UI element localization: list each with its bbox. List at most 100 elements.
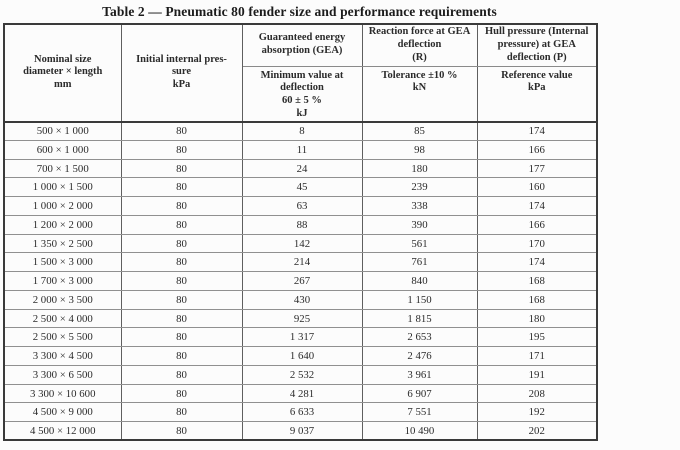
table-cell: 267 (241, 271, 363, 291)
table-cell: 8 (241, 121, 363, 141)
table-row: 1 000 × 2 000 80 63 338 174 (3, 196, 598, 216)
table-cell: 1 640 (241, 346, 363, 366)
table-cell: 1 000 × 1 500 (3, 177, 122, 198)
table-cell: 2 653 (361, 327, 478, 348)
table-cell: 840 (361, 271, 478, 291)
table-cell: 80 (120, 121, 243, 141)
table-cell: 80 (120, 327, 243, 348)
table-row: 1 200 × 2 000 80 88 390 166 (3, 214, 598, 235)
table-cell: 925 (241, 308, 363, 329)
header-hull-pressure: Hull pressure (Internal pressure) at GEA… (476, 23, 598, 67)
table-cell: 1 350 × 2 500 (3, 233, 122, 254)
table-cell: 160 (476, 177, 598, 198)
table-cell: 171 (476, 346, 598, 366)
table-cell: 45 (241, 177, 363, 198)
table-cell: 208 (476, 383, 598, 404)
table-row: 600 × 1 000 80 11 98 166 (3, 139, 598, 160)
table-cell: 142 (241, 233, 363, 254)
table-cell: 500 × 1 000 (3, 121, 122, 141)
table-row: 1 700 × 3 000 80 267 840 168 (3, 271, 598, 291)
table-row: 1 350 × 2 500 80 142 561 170 (3, 233, 598, 254)
table-row: 2 500 × 4 000 80 925 1 815 180 (3, 308, 598, 329)
table-row: 3 300 × 6 500 80 2 532 3 961 191 (3, 364, 598, 385)
table-cell: 98 (361, 139, 478, 160)
table-cell: 7 551 (361, 402, 478, 423)
table-cell: 80 (120, 177, 243, 198)
table-cell: 80 (120, 233, 243, 254)
table-row: 3 300 × 4 500 80 1 640 2 476 171 (3, 346, 598, 366)
table-cell: 3 961 (361, 364, 478, 385)
table-row: 1 000 × 1 500 80 45 239 160 (3, 177, 598, 198)
table-cell: 191 (476, 364, 598, 385)
table-cell: 168 (476, 271, 598, 291)
table-cell: 1 000 × 2 000 (3, 196, 122, 216)
table-cell: 4 500 × 9 000 (3, 402, 122, 423)
table-cell: 174 (476, 121, 598, 141)
table-cell: 214 (241, 252, 363, 273)
table-cell: 2 500 × 5 500 (3, 327, 122, 348)
table-cell: 700 × 1 500 (3, 158, 122, 179)
table-header: Nominal size diameter × length mm Initia… (3, 23, 598, 123)
table-cell: 80 (120, 421, 243, 441)
table-cell: 2 476 (361, 346, 478, 366)
table-cell: 80 (120, 252, 243, 273)
table-row: 2 000 × 3 500 80 430 1 150 168 (3, 289, 598, 310)
table-cell: 4 500 × 12 000 (3, 421, 122, 441)
table-row: 1 500 × 3 000 80 214 761 174 (3, 252, 598, 273)
header-initial-pressure: Initial internal pres- sure kPa (120, 23, 243, 123)
table-cell: 170 (476, 233, 598, 254)
table-row: 4 500 × 9 000 80 6 633 7 551 192 (3, 402, 598, 423)
table-cell: 600 × 1 000 (3, 139, 122, 160)
table-cell: 166 (476, 139, 598, 160)
table-cell: 6 633 (241, 402, 363, 423)
table-cell: 80 (120, 214, 243, 235)
header-nominal-size: Nominal size diameter × length mm (3, 23, 122, 123)
table-cell: 3 300 × 10 600 (3, 383, 122, 404)
table-cell: 180 (361, 158, 478, 179)
fender-spec-table: Nominal size diameter × length mm Initia… (3, 23, 598, 442)
table-cell: 2 532 (241, 364, 363, 385)
table-cell: 1 150 (361, 289, 478, 310)
table-cell: 80 (120, 308, 243, 329)
table-cell: 80 (120, 346, 243, 366)
table-title: Table 2 — Pneumatic 80 fender size and p… (102, 4, 497, 19)
table-cell: 6 907 (361, 383, 478, 404)
table-cell: 192 (476, 402, 598, 423)
table-cell: 80 (120, 402, 243, 423)
table-cell: 85 (361, 121, 478, 141)
table-cell: 1 700 × 3 000 (3, 271, 122, 291)
table-cell: 174 (476, 252, 598, 273)
header-row-sub: Minimum value at deflection 60 ± 5 % kJ … (4, 65, 598, 123)
table-cell: 1 500 × 3 000 (3, 252, 122, 273)
table-cell: 174 (476, 196, 598, 216)
table-cell: 338 (361, 196, 478, 216)
table-body: 500 × 1 000 80 8 85 174 600 × 1 000 80 11 98 166 7… (3, 121, 598, 441)
header-reaction-force: Reaction force at GEA deflection (R) (361, 23, 478, 67)
table-cell: 177 (476, 158, 598, 179)
table-cell: 80 (120, 383, 243, 404)
header-row-top: Nominal size diameter × length mm Initia… (3, 23, 598, 123)
table-cell: 1 200 × 2 000 (3, 214, 122, 235)
table-cell: 11 (241, 139, 363, 160)
table-cell: 10 490 (361, 421, 478, 441)
table-cell: 561 (361, 233, 478, 254)
table-cell: 88 (241, 214, 363, 235)
table-cell: 80 (120, 139, 243, 160)
table-cell: 168 (476, 289, 598, 310)
table-cell: 2 500 × 4 000 (3, 308, 122, 329)
table-cell: 390 (361, 214, 478, 235)
table-cell: 80 (120, 289, 243, 310)
table-cell: 1 815 (361, 308, 478, 329)
table-row: 4 500 × 12 000 80 9 037 10 490 202 (3, 421, 598, 441)
table-cell: 3 300 × 4 500 (3, 346, 122, 366)
table-row: 500 × 1 000 80 8 85 174 (3, 121, 598, 141)
table-row: 2 500 × 5 500 80 1 317 2 653 195 (3, 327, 598, 348)
table-row: 700 × 1 500 80 24 180 177 (3, 158, 598, 179)
table-cell: 3 300 × 6 500 (3, 364, 122, 385)
table-row: 3 300 × 10 600 80 4 281 6 907 208 (3, 383, 598, 404)
table-cell: 24 (241, 158, 363, 179)
table-cell: 9 037 (241, 421, 363, 441)
table-cell: 430 (241, 289, 363, 310)
table-cell: 2 000 × 3 500 (3, 289, 122, 310)
table-cell: 180 (476, 308, 598, 329)
